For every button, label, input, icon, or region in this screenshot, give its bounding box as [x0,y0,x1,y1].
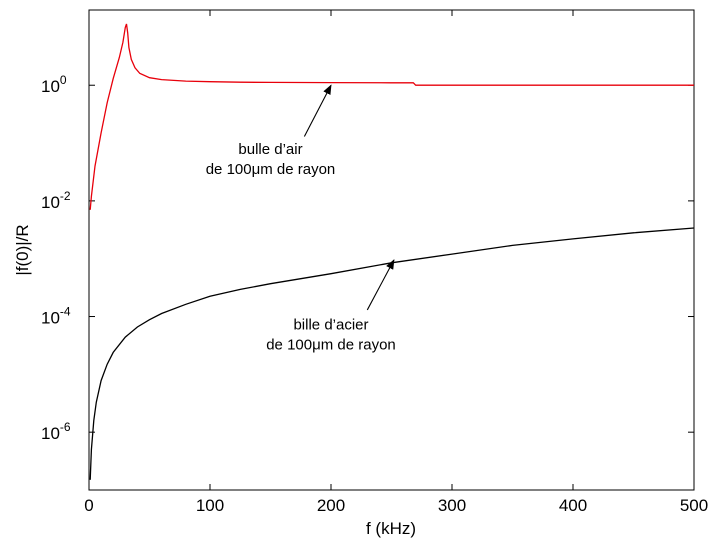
x-tick-label: 500 [680,496,708,515]
plot-frame [88,9,695,491]
annotation-2-line-2: de 100μm de rayon [266,336,396,353]
y-axis-label: |f(0)|/R [13,224,32,275]
annotation-1-line-2: de 100μm de rayon [206,161,336,178]
x-tick-label: 0 [84,496,93,515]
x-tick-label: 100 [196,496,224,515]
annotation-1-line-1: bulle d’air [238,141,302,158]
x-tick-label: 300 [438,496,466,515]
y-tick-label: 10-2 [41,189,71,212]
series-line-2 [89,227,695,480]
annotation-arrow-2 [366,259,395,311]
axis-ticks: 0 100 200 300 400 500 100 10-2 10-4 10-6 [41,10,708,515]
annotation-2-line-1: bille d’acier [293,316,368,333]
y-tick-label: 10-6 [41,420,71,443]
annotation-arrow-1 [303,84,332,137]
x-tick-label: 400 [559,496,587,515]
annotations: bulle d’air de 100μm de rayon bille d’acie… [206,84,396,353]
y-tick-label: 10-4 [41,305,71,328]
x-axis-label: f (kHz) [366,519,416,538]
series-lines [89,23,695,480]
series-line-1 [89,23,694,210]
y-tick-label: 100 [41,73,67,96]
x-tick-label: 200 [317,496,345,515]
